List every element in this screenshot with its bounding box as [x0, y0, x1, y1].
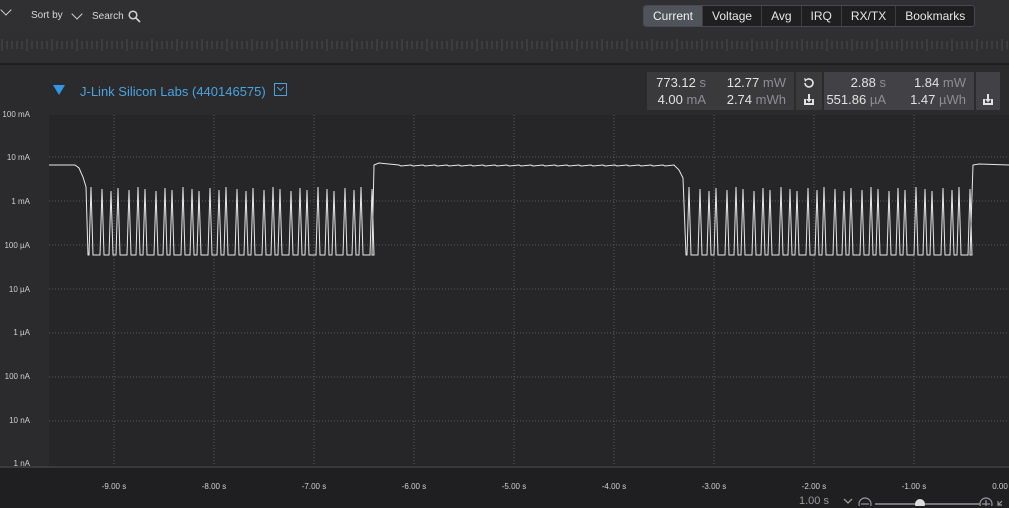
bottom-bar: [0, 466, 1009, 508]
x-tick-label: -6.00 s: [401, 482, 427, 491]
selection-time: 2.88 s: [850, 75, 886, 90]
selection-energy: 1.47 µWh: [910, 92, 966, 107]
export-icon[interactable]: [981, 93, 995, 107]
selection-stats: 2.88 s 1.84 mW 551.86 µA 1.47 µWh: [824, 72, 974, 110]
chevron-down-icon: [71, 7, 83, 20]
x-tick-label: -5.00 s: [501, 482, 527, 491]
zoom-out-icon: [858, 497, 872, 506]
timeline-ticks: [1, 39, 1008, 51]
channel-header: J-Link Silicon Labs (440146575) 773.12 s…: [0, 65, 1009, 113]
plot-canvas: [49, 115, 1009, 466]
selection-current: 551.86 µA: [826, 92, 886, 107]
x-tick-label: -4.00 s: [601, 482, 627, 491]
sort-by-dropdown[interactable]: Sort by: [31, 7, 83, 21]
fit-icon: [997, 500, 1003, 506]
search-button[interactable]: Search: [92, 10, 141, 23]
chevron-down-icon: [0, 4, 12, 16]
zoom-controls: [843, 497, 1003, 506]
x-tick-label: -7.00 s: [301, 482, 327, 491]
x-tick-label: -9.00 s: [101, 482, 127, 491]
search-label: Search: [92, 11, 124, 22]
x-tick-label: -8.00 s: [201, 482, 227, 491]
total-current: 4.00 mA: [657, 92, 706, 107]
y-tick-label: 1 µA: [13, 328, 30, 337]
tab-rx-tx[interactable]: RX/TX: [842, 6, 897, 26]
tab-irq[interactable]: IRQ: [802, 6, 842, 26]
y-tick-label: 100 nA: [4, 372, 30, 381]
channel-dropdown-icon[interactable]: [274, 83, 287, 96]
total-energy: 2.74 mWh: [726, 92, 786, 107]
channel-title[interactable]: J-Link Silicon Labs (440146575): [80, 84, 266, 99]
y-tick-label: 1 mA: [11, 197, 30, 206]
y-tick-label: 100 mA: [2, 110, 30, 119]
current-plot[interactable]: [49, 115, 1009, 466]
x-tick-label: 0.00: [992, 482, 1008, 491]
overview-timeline[interactable]: [0, 33, 1009, 65]
view-tabs: Current Voltage Avg IRQ RX/TX Bookmarks: [643, 5, 976, 27]
export-icon[interactable]: [802, 93, 816, 107]
selection-actions: [976, 72, 1000, 110]
y-tick-label: 10 mA: [6, 153, 30, 162]
tab-voltage[interactable]: Voltage: [703, 6, 763, 26]
collapse-triangle-icon[interactable]: [53, 85, 65, 95]
chevron-down-icon: [843, 498, 853, 504]
total-power: 12.77 mW: [726, 75, 786, 90]
x-tick-label: -1.00 s: [901, 482, 927, 491]
selection-power: 1.84 mW: [913, 75, 966, 90]
current-trace: [49, 162, 1009, 256]
zoom-level: 1.00 s: [799, 495, 829, 507]
search-icon: [128, 10, 141, 23]
x-tick-label: -2.00 s: [801, 482, 827, 491]
y-tick-label: 100 µA: [4, 241, 30, 250]
zoom-slider-handle: [915, 499, 925, 506]
y-tick-label: 10 nA: [9, 416, 30, 425]
tab-current[interactable]: Current: [644, 6, 704, 26]
reset-icon[interactable]: [802, 76, 816, 90]
total-stats: 773.12 s 12.77 mW 4.00 mA 2.74 mWh: [647, 72, 794, 110]
total-actions: [796, 72, 822, 110]
total-time: 773.12 s: [656, 75, 706, 90]
tab-bookmarks[interactable]: Bookmarks: [905, 9, 966, 23]
zoom-in-icon: [979, 497, 993, 506]
toolbar: Sort by Search Current Voltage Avg IRQ R…: [0, 0, 1009, 33]
collapse-chevron[interactable]: [0, 4, 12, 16]
sort-by-label: Sort by: [31, 10, 63, 21]
y-tick-label: 10 µA: [8, 285, 30, 294]
tab-avg[interactable]: Avg: [762, 6, 802, 26]
y-tick-label: 1 nA: [13, 459, 30, 468]
x-tick-label: -3.00 s: [701, 482, 727, 491]
